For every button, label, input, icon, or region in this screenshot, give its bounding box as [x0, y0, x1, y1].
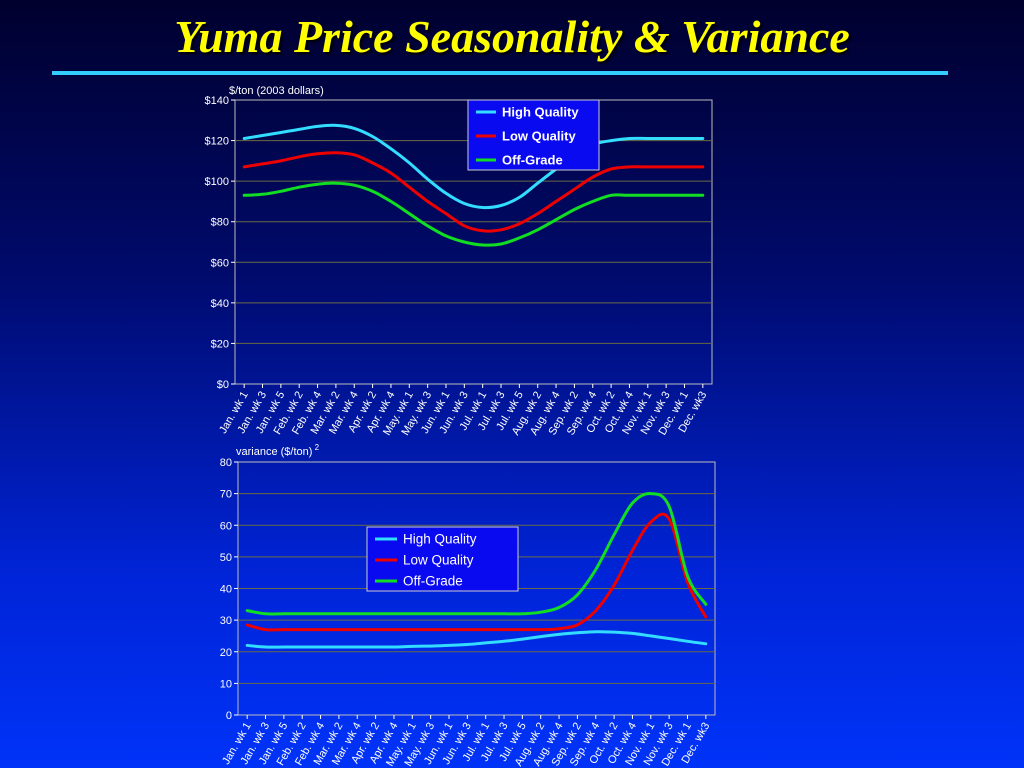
variance-y-tick-label: 60: [220, 520, 232, 532]
variance-legend-label: High Quality: [403, 532, 477, 547]
price-y-tick-label: $20: [211, 338, 229, 350]
price-chart: $0 $20 $40 $60 $80 $100 $120 $140$/ton (2003 do…: [205, 85, 713, 438]
slide-title: Yuma Price Seasonality & Variance: [174, 11, 850, 62]
price-legend-label: Off-Grade: [502, 153, 563, 168]
price-y-tick-label: $120: [205, 136, 229, 148]
price-y-tick-label: $80: [211, 217, 229, 229]
variance-y-axis-label-superscript: 2: [312, 443, 319, 452]
variance-series-line-high-quality: [245, 630, 708, 649]
price-series-line-off-grade: [242, 181, 705, 247]
variance-series-line-off-grade: [245, 492, 708, 616]
price-series-line-low-quality: [242, 151, 705, 233]
variance-y-tick-label: 20: [220, 647, 232, 659]
variance-series-line-low-quality: [245, 512, 708, 632]
price-y-tick-label: $60: [211, 257, 229, 269]
variance-y-tick-label: 50: [220, 552, 232, 564]
variance-y-tick-label: 30: [220, 615, 232, 627]
variance-y-tick-label: 40: [220, 584, 232, 596]
price-y-tick-label: $140: [205, 95, 229, 107]
variance-legend-label: Low Quality: [403, 553, 474, 568]
price-legend-label: Low Quality: [502, 129, 576, 144]
variance-y-axis-label: variance ($/ton) 2: [236, 443, 320, 458]
price-series-line-high-quality: [242, 123, 705, 210]
variance-y-tick-label: 80: [220, 457, 232, 469]
price-y-axis-label: $/ton (2003 dollars): [229, 85, 324, 97]
price-y-tick-label: $100: [205, 176, 229, 188]
price-legend-label: High Quality: [502, 105, 579, 120]
price-y-tick-label: $40: [211, 298, 229, 310]
title-underline: [52, 71, 948, 75]
variance-y-tick-label: 70: [220, 489, 232, 501]
variance-legend-label: Off-Grade: [403, 574, 463, 589]
variance-y-tick-label: 10: [220, 678, 232, 690]
variance-y-tick-label: 0: [226, 710, 232, 722]
price-y-tick-label: $0: [217, 379, 229, 391]
